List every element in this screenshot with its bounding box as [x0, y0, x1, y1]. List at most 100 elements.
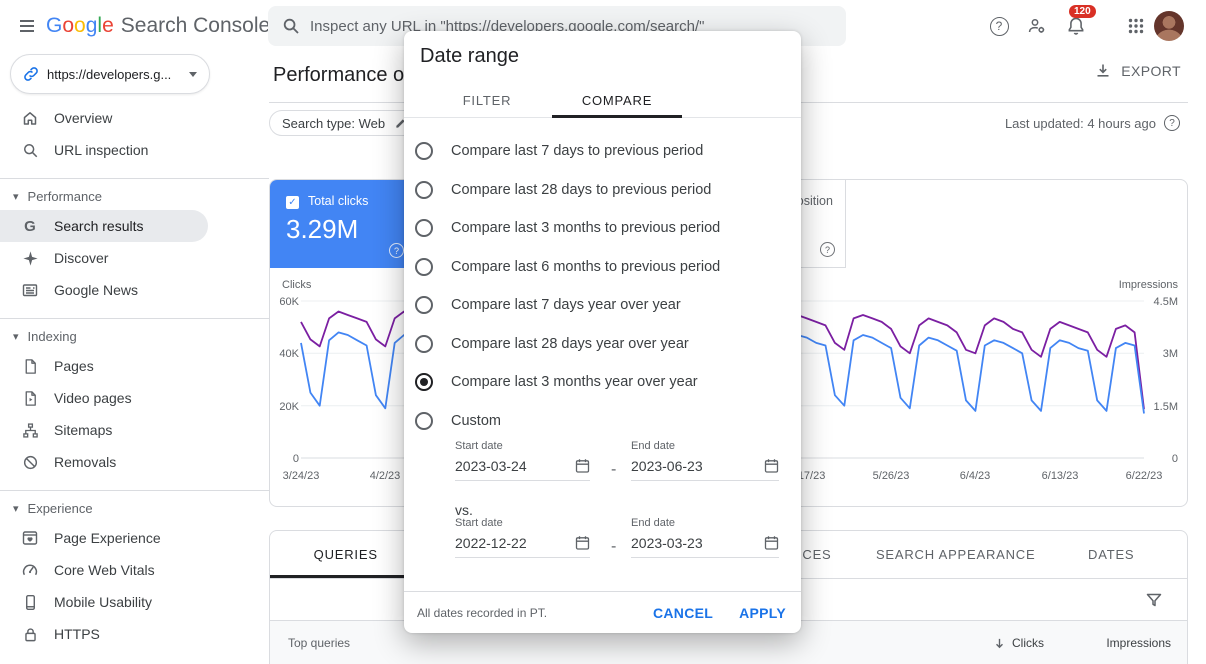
sidebar-item-pages[interactable]: Pages	[0, 350, 208, 382]
end-date-input-1[interactable]: 2023-06-23	[631, 458, 779, 481]
help-icon[interactable]: ?	[1164, 115, 1180, 131]
search-icon	[282, 17, 300, 35]
calendar-icon[interactable]	[764, 535, 779, 551]
apply-button[interactable]: APPLY	[739, 604, 786, 621]
sort-desc-icon	[993, 637, 1006, 650]
divider	[404, 591, 801, 592]
calendar-icon[interactable]	[764, 458, 779, 474]
end-date-input-2[interactable]: 2023-03-23	[631, 535, 779, 558]
modal-tab-compare[interactable]: COMPARE	[552, 83, 682, 118]
sidebar-item-removals[interactable]: Removals	[0, 446, 208, 478]
sidebar: https://developers.g... Overview URL ins…	[0, 52, 269, 664]
download-icon	[1094, 62, 1112, 80]
svg-text:6/22/23: 6/22/23	[1126, 470, 1163, 482]
lock-icon	[20, 626, 40, 643]
sidebar-item-label: Search results	[54, 218, 144, 234]
date-range-dialog: Date range FILTER COMPARE Compare last 7…	[404, 31, 801, 633]
metric-value: 3.29M	[286, 214, 359, 244]
sidebar-item-google-news[interactable]: Google News	[0, 274, 208, 306]
sidebar-item-overview[interactable]: Overview	[0, 102, 208, 134]
calendar-icon[interactable]	[575, 458, 590, 474]
sidebar-item-page-experience[interactable]: Page Experience	[0, 522, 208, 554]
svg-text:6/13/23: 6/13/23	[1042, 470, 1079, 482]
column-header-impressions[interactable]: Impressions	[1106, 636, 1171, 650]
compare-option[interactable]: Compare last 3 months to previous period	[404, 209, 801, 248]
vs-label: vs.	[455, 502, 473, 518]
sidebar-item-mobile-usability[interactable]: Mobile Usability	[0, 586, 208, 618]
collapse-arrow-icon: ▾	[13, 502, 19, 515]
video-document-icon	[20, 390, 40, 407]
compare-option[interactable]: Compare last 7 days year over year	[404, 286, 801, 325]
svg-text:6/4/23: 6/4/23	[960, 470, 991, 482]
help-icon[interactable]: ?	[983, 10, 1015, 42]
filter-funnel-icon[interactable]	[1145, 591, 1163, 609]
section-header-indexing[interactable]: ▾ Indexing	[13, 328, 77, 344]
sidebar-item-discover[interactable]: Discover	[0, 242, 208, 274]
avatar[interactable]	[1154, 11, 1184, 41]
search-input[interactable]	[310, 17, 832, 35]
sidebar-item-sitemaps[interactable]: Sitemaps	[0, 414, 208, 446]
compare-option[interactable]: Custom	[404, 402, 801, 441]
column-header-clicks[interactable]: Clicks	[993, 636, 1044, 650]
info-icon[interactable]: ?	[389, 243, 404, 258]
user-settings-icon[interactable]	[1021, 10, 1053, 42]
chevron-down-icon	[189, 71, 197, 77]
modal-tab-filter[interactable]: FILTER	[462, 92, 512, 108]
timezone-note: All dates recorded in PT.	[417, 605, 548, 620]
sidebar-item-label: URL inspection	[54, 142, 149, 158]
export-button[interactable]: EXPORT	[1094, 62, 1181, 80]
tab-search-appearance[interactable]: SEARCH APPEARANCE	[875, 547, 1036, 562]
section-header-experience[interactable]: ▾ Experience	[13, 500, 93, 516]
tab-dates[interactable]: DATES	[1088, 547, 1135, 562]
start-date-input-2[interactable]: 2022-12-22	[455, 535, 590, 558]
start-date-input-1[interactable]: 2023-03-24	[455, 458, 590, 481]
logo-brand: Google	[46, 14, 114, 37]
sidebar-item-label: Sitemaps	[54, 422, 113, 438]
start-date-field-1: Start date 2023-03-24	[455, 440, 590, 481]
svg-text:3M: 3M	[1163, 348, 1178, 360]
sidebar-item-label: Discover	[54, 250, 109, 266]
radio-icon	[415, 180, 433, 199]
sidebar-item-search-results[interactable]: G Search results	[0, 210, 208, 242]
logo-product: Search Console	[120, 14, 271, 37]
sidebar-item-label: Removals	[54, 454, 117, 470]
newspaper-icon	[20, 281, 40, 299]
gauge-icon	[20, 561, 40, 579]
app-logo: Google Search Console	[46, 0, 270, 52]
collapse-arrow-icon: ▾	[13, 330, 19, 343]
compare-option[interactable]: Compare last 7 days to previous period	[404, 132, 801, 171]
compare-option[interactable]: Compare last 3 months year over year	[404, 363, 801, 402]
search-type-chip[interactable]: Search type: Web	[269, 110, 420, 136]
last-updated-text: Last updated: 4 hours ago ?	[1005, 115, 1180, 131]
sidebar-item-label: Page Experience	[54, 530, 161, 546]
notifications-bell-icon[interactable]: 120	[1060, 5, 1096, 42]
sidebar-item-label: Core Web Vitals	[54, 562, 155, 578]
svg-text:4/2/23: 4/2/23	[370, 470, 401, 482]
svg-text:4.5M: 4.5M	[1154, 296, 1178, 308]
card-total-clicks[interactable]: ✓ Total clicks 3.29M ?	[270, 180, 414, 268]
collapse-arrow-icon: ▾	[13, 190, 19, 203]
sidebar-item-url-inspection[interactable]: URL inspection	[0, 134, 208, 166]
section-header-performance[interactable]: ▾ Performance	[13, 188, 102, 204]
sidebar-item-core-web-vitals[interactable]: Core Web Vitals	[0, 554, 208, 586]
svg-text:0: 0	[1172, 453, 1178, 465]
compare-option[interactable]: Compare last 28 days year over year	[404, 325, 801, 364]
info-icon[interactable]: ?	[820, 242, 835, 257]
compare-option[interactable]: Compare last 28 days to previous period	[404, 171, 801, 210]
google-apps-grid-icon[interactable]	[1120, 10, 1152, 42]
compare-option[interactable]: Compare last 6 months to previous period	[404, 248, 801, 287]
svg-text:5/26/23: 5/26/23	[873, 470, 910, 482]
start-date-field-2: Start date 2022-12-22	[455, 517, 590, 558]
svg-text:3/24/23: 3/24/23	[283, 470, 320, 482]
sidebar-item-video-pages[interactable]: Video pages	[0, 382, 208, 414]
property-selector[interactable]: https://developers.g...	[10, 54, 210, 94]
tab-queries[interactable]: QUERIES	[270, 531, 422, 578]
svg-text:0: 0	[293, 453, 299, 465]
property-icon	[23, 66, 39, 82]
date-range-separator: -	[611, 461, 617, 478]
calendar-icon[interactable]	[575, 535, 590, 551]
sidebar-item-https[interactable]: HTTPS	[0, 618, 208, 650]
date-range-separator: -	[611, 538, 617, 555]
hamburger-menu-icon[interactable]	[12, 11, 42, 41]
cancel-button[interactable]: CANCEL	[652, 604, 714, 621]
